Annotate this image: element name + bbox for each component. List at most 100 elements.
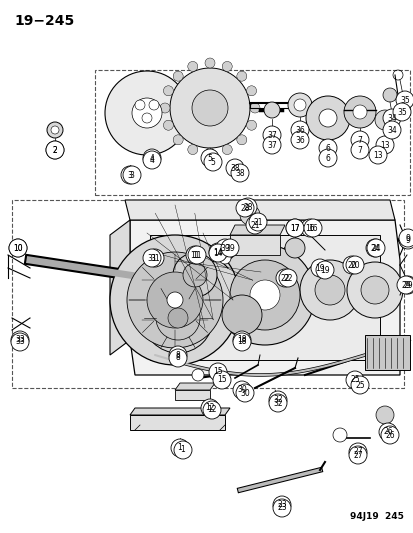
Text: 4: 4 [149,154,154,163]
Circle shape [249,280,279,310]
Circle shape [263,102,279,118]
Text: 15: 15 [213,367,222,376]
Circle shape [398,231,413,249]
Circle shape [183,263,206,287]
Text: 31: 31 [147,254,157,262]
Circle shape [398,276,413,294]
Circle shape [46,141,64,159]
Text: 13: 13 [379,141,389,149]
Bar [95,70,409,195]
Circle shape [236,135,246,145]
Circle shape [192,369,204,381]
Text: 25: 25 [354,381,364,390]
Circle shape [315,261,333,279]
Circle shape [368,146,386,164]
Circle shape [173,253,216,297]
Circle shape [350,141,368,159]
Text: 4: 4 [149,156,154,165]
Polygon shape [230,235,279,255]
Circle shape [248,213,266,231]
Text: 35: 35 [396,108,406,117]
Text: 22: 22 [282,273,292,282]
Text: 9: 9 [405,236,409,245]
Circle shape [146,249,164,267]
Text: 36: 36 [294,125,304,134]
Circle shape [188,246,206,264]
Text: 3: 3 [129,171,134,180]
Circle shape [382,109,400,127]
Text: 32: 32 [273,399,282,408]
Text: 28: 28 [240,204,249,213]
Circle shape [142,149,161,167]
Text: 21: 21 [249,221,259,230]
Text: 6: 6 [325,143,330,152]
Circle shape [398,229,413,247]
Circle shape [310,259,328,277]
Circle shape [299,260,359,320]
Circle shape [236,71,246,81]
Circle shape [246,120,256,130]
Circle shape [204,148,214,158]
Circle shape [135,100,145,110]
Circle shape [142,113,152,123]
Circle shape [163,120,173,130]
Text: 7: 7 [357,146,361,155]
Circle shape [233,333,250,351]
Circle shape [169,349,187,367]
Circle shape [169,346,187,364]
Circle shape [123,166,141,184]
Circle shape [290,131,308,149]
Circle shape [188,144,197,155]
Text: 34: 34 [386,114,396,123]
Circle shape [245,216,263,234]
Polygon shape [110,220,130,355]
Circle shape [305,96,349,140]
Circle shape [343,96,375,128]
Text: 19: 19 [319,265,329,274]
Text: 38: 38 [235,168,244,177]
Text: 26: 26 [384,431,394,440]
Circle shape [374,110,394,130]
Circle shape [318,109,336,127]
Text: 29: 29 [400,280,410,289]
Circle shape [214,245,314,345]
Text: 39: 39 [220,244,229,253]
Text: 23: 23 [277,504,286,513]
Text: 39: 39 [225,244,234,253]
Text: 14: 14 [213,247,222,256]
Circle shape [290,121,308,139]
Bar [364,335,409,370]
Circle shape [272,496,290,514]
Circle shape [166,292,183,308]
Text: 38: 38 [230,164,239,173]
Polygon shape [130,415,224,430]
Text: 26: 26 [382,427,392,437]
Circle shape [9,239,27,257]
Circle shape [163,86,173,96]
Circle shape [378,423,396,441]
Circle shape [142,283,212,353]
Circle shape [132,98,161,128]
Circle shape [382,121,400,139]
Text: 24: 24 [370,244,380,253]
Circle shape [188,61,197,71]
Circle shape [348,443,366,461]
Circle shape [209,243,226,261]
Polygon shape [230,225,284,235]
Circle shape [222,144,232,155]
Text: 32: 32 [273,395,282,405]
Circle shape [293,99,305,111]
Circle shape [238,198,256,216]
Circle shape [348,446,366,464]
Circle shape [285,219,303,237]
Circle shape [192,90,228,126]
Circle shape [249,103,259,113]
Text: 24: 24 [369,244,379,253]
Circle shape [382,88,396,102]
Text: 15: 15 [217,376,226,384]
Text: 20: 20 [347,261,356,270]
Circle shape [173,71,183,81]
Circle shape [268,394,286,412]
Circle shape [396,276,413,294]
Circle shape [375,136,393,154]
